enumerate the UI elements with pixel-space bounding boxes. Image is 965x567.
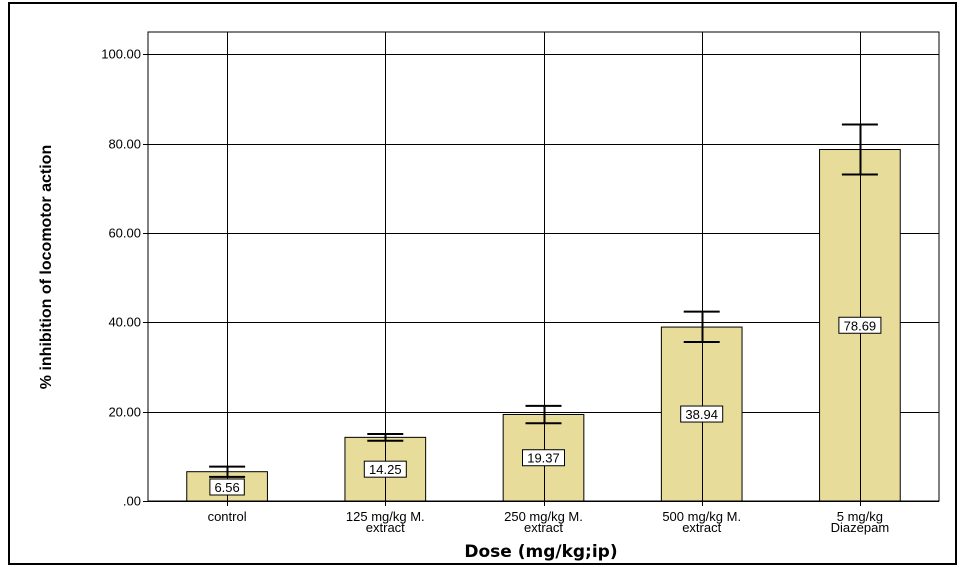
x-tick-label: extract <box>524 520 563 535</box>
data-label-box <box>522 449 565 467</box>
y-tick-label: 20.00 <box>108 405 141 420</box>
y-tick-label: .00 <box>123 494 141 509</box>
data-label-box <box>209 478 245 496</box>
data-label: 38.94 <box>685 407 718 422</box>
chart-frame <box>8 2 957 565</box>
x-tick-label: extract <box>366 520 405 535</box>
x-tick-label: 125 mg/kg M. <box>346 509 425 524</box>
data-label: 78.69 <box>844 318 877 333</box>
x-tick-label: control <box>208 509 247 524</box>
x-tick-label: extract <box>682 520 721 535</box>
data-label-box <box>838 316 882 334</box>
x-axis-label: Dose (mg/kg;ip) <box>464 542 617 562</box>
data-label-box <box>363 460 407 478</box>
x-tick-label: 250 mg/kg M. <box>504 509 583 524</box>
x-tick-label: 5 mg/kg <box>837 509 883 524</box>
y-tick-label: 100.00 <box>101 47 141 62</box>
y-tick-label: 60.00 <box>108 226 141 241</box>
data-label: 6.56 <box>214 480 239 495</box>
x-tick-label: Diazepam <box>831 520 890 535</box>
data-label: 14.25 <box>369 462 402 477</box>
y-tick-label: 80.00 <box>108 137 141 152</box>
y-tick-label: 40.00 <box>108 315 141 330</box>
data-label-box <box>680 405 724 423</box>
data-label: 19.37 <box>527 451 560 466</box>
y-axis-label: % inhibition of locomotor action <box>38 145 55 389</box>
x-tick-label: 500 mg/kg M. <box>662 509 741 524</box>
